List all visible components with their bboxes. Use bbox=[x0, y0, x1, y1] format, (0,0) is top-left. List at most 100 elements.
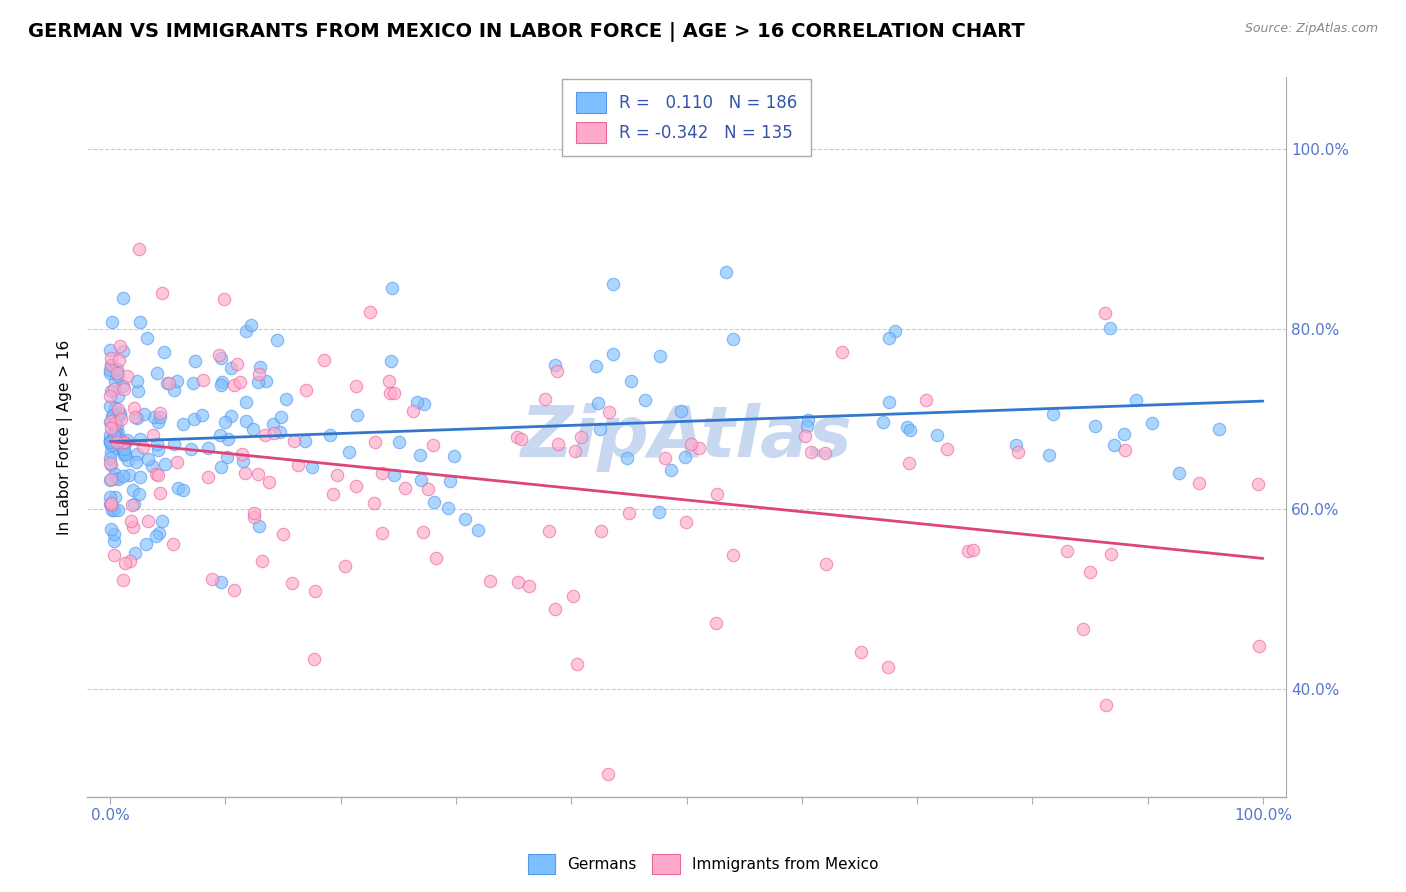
Point bbox=[114, 436, 136, 450]
Point bbox=[127, 374, 149, 388]
Point bbox=[98, 367, 121, 381]
Point bbox=[112, 382, 135, 396]
Point bbox=[796, 412, 818, 426]
Point bbox=[103, 382, 125, 396]
Point bbox=[250, 554, 273, 568]
Text: GERMAN VS IMMIGRANTS FROM MEXICO IN LABOR FORCE | AGE > 16 CORRELATION CHART: GERMAN VS IMMIGRANTS FROM MEXICO IN LABO… bbox=[28, 22, 1025, 42]
Point bbox=[394, 481, 416, 495]
Point bbox=[266, 333, 288, 347]
Point bbox=[439, 474, 461, 488]
Point bbox=[302, 652, 325, 666]
Point bbox=[1099, 547, 1122, 561]
Point bbox=[180, 442, 202, 456]
Point bbox=[101, 438, 124, 452]
Point bbox=[108, 409, 131, 423]
Point bbox=[111, 379, 134, 393]
Point bbox=[100, 409, 122, 423]
Point bbox=[270, 409, 292, 424]
Point bbox=[209, 459, 232, 474]
Point bbox=[98, 456, 121, 470]
Point bbox=[101, 315, 124, 329]
Point bbox=[544, 601, 567, 615]
Point bbox=[112, 448, 135, 462]
Point bbox=[98, 434, 121, 449]
Point bbox=[103, 363, 125, 377]
Point bbox=[814, 445, 837, 459]
Point bbox=[100, 444, 122, 458]
Point bbox=[1056, 543, 1078, 558]
Point bbox=[103, 427, 125, 442]
Point bbox=[648, 349, 671, 363]
Point bbox=[454, 512, 477, 526]
Point bbox=[197, 442, 219, 456]
Point bbox=[148, 525, 170, 540]
Point bbox=[110, 411, 132, 425]
Point bbox=[412, 397, 434, 411]
Point bbox=[145, 529, 167, 543]
Point bbox=[191, 408, 214, 422]
Point bbox=[634, 393, 657, 408]
Point bbox=[706, 487, 728, 501]
Point bbox=[235, 394, 257, 409]
Point bbox=[648, 505, 671, 519]
Point bbox=[671, 404, 693, 418]
Point bbox=[172, 417, 194, 432]
Point bbox=[172, 483, 194, 497]
Point bbox=[141, 427, 163, 442]
Point bbox=[103, 416, 125, 430]
Point bbox=[110, 434, 132, 449]
Point bbox=[98, 399, 121, 413]
Point bbox=[538, 524, 561, 538]
Point bbox=[418, 483, 440, 497]
Point bbox=[128, 242, 150, 256]
Point bbox=[231, 447, 253, 461]
Point bbox=[142, 410, 165, 425]
Point bbox=[129, 433, 152, 447]
Point bbox=[112, 444, 135, 458]
Point bbox=[314, 352, 336, 367]
Point bbox=[1078, 565, 1101, 579]
Point bbox=[412, 524, 434, 539]
Point bbox=[673, 450, 696, 465]
Point bbox=[287, 458, 309, 472]
Point bbox=[378, 385, 401, 400]
Point bbox=[1095, 698, 1118, 713]
Point bbox=[121, 498, 143, 512]
Point bbox=[135, 537, 157, 551]
Point bbox=[346, 408, 368, 422]
Point bbox=[211, 375, 233, 389]
Point bbox=[380, 353, 402, 368]
Point bbox=[228, 375, 250, 389]
Point bbox=[149, 486, 172, 500]
Point bbox=[1188, 475, 1211, 490]
Point bbox=[157, 376, 180, 391]
Point bbox=[111, 343, 134, 358]
Point bbox=[377, 374, 399, 388]
Point bbox=[98, 433, 121, 447]
Point bbox=[506, 575, 529, 590]
Point bbox=[359, 305, 381, 319]
Point bbox=[322, 487, 344, 501]
Point bbox=[877, 331, 900, 345]
Point bbox=[104, 490, 127, 504]
Point bbox=[212, 292, 235, 306]
Point bbox=[262, 417, 284, 431]
Point bbox=[127, 447, 149, 461]
Point bbox=[714, 265, 737, 279]
Point bbox=[1114, 426, 1136, 441]
Point bbox=[654, 451, 676, 466]
Point bbox=[384, 386, 406, 401]
Point bbox=[117, 368, 139, 383]
Point bbox=[163, 383, 186, 397]
Point bbox=[371, 467, 394, 481]
Point bbox=[301, 460, 323, 475]
Point bbox=[98, 473, 121, 487]
Point bbox=[149, 406, 172, 420]
Point bbox=[124, 546, 146, 560]
Point bbox=[382, 468, 405, 483]
Point bbox=[141, 459, 163, 474]
Point bbox=[103, 527, 125, 541]
Point bbox=[146, 416, 169, 430]
Point bbox=[510, 433, 533, 447]
Point bbox=[100, 421, 122, 435]
